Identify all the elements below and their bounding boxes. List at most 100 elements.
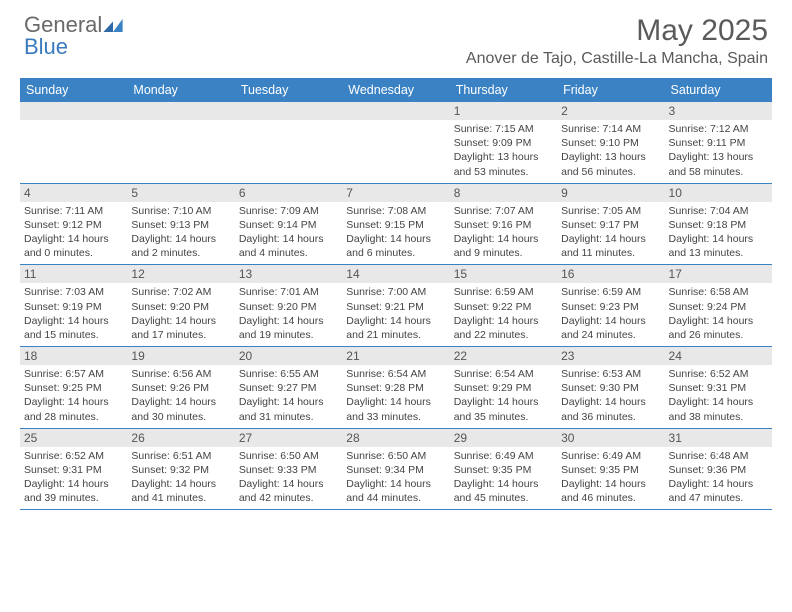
sunset-text: Sunset: 9:27 PM xyxy=(239,381,338,395)
day-number: 24 xyxy=(665,347,772,365)
location-subtitle: Anover de Tajo, Castille-La Mancha, Spai… xyxy=(466,50,768,68)
sunrise-text: Sunrise: 7:04 AM xyxy=(669,204,768,218)
daylight-text: Daylight: 14 hours and 0 minutes. xyxy=(24,232,123,260)
week-row: 1Sunrise: 7:15 AMSunset: 9:09 PMDaylight… xyxy=(20,102,772,184)
day-detail: Sunrise: 6:50 AMSunset: 9:33 PMDaylight:… xyxy=(235,447,342,510)
sunrise-text: Sunrise: 7:07 AM xyxy=(454,204,553,218)
daylight-text: Daylight: 14 hours and 26 minutes. xyxy=(669,314,768,342)
sunrise-text: Sunrise: 6:59 AM xyxy=(561,285,660,299)
daylight-text: Daylight: 14 hours and 31 minutes. xyxy=(239,395,338,423)
sunrise-text: Sunrise: 6:49 AM xyxy=(454,449,553,463)
daylight-text: Daylight: 14 hours and 4 minutes. xyxy=(239,232,338,260)
day-cell: 8Sunrise: 7:07 AMSunset: 9:16 PMDaylight… xyxy=(450,184,557,265)
daylight-text: Daylight: 14 hours and 39 minutes. xyxy=(24,477,123,505)
daylight-text: Daylight: 14 hours and 45 minutes. xyxy=(454,477,553,505)
day-number: 3 xyxy=(665,102,772,120)
day-number: 4 xyxy=(20,184,127,202)
sunrise-text: Sunrise: 6:52 AM xyxy=(669,367,768,381)
day-detail: Sunrise: 7:08 AMSunset: 9:15 PMDaylight:… xyxy=(342,202,449,265)
logo: GeneralBlue xyxy=(24,14,123,58)
weekday-header: Wednesday xyxy=(342,78,449,102)
sunset-text: Sunset: 9:33 PM xyxy=(239,463,338,477)
day-cell xyxy=(20,102,127,183)
day-detail: Sunrise: 7:12 AMSunset: 9:11 PMDaylight:… xyxy=(665,120,772,183)
day-detail: Sunrise: 6:48 AMSunset: 9:36 PMDaylight:… xyxy=(665,447,772,510)
sunrise-text: Sunrise: 6:53 AM xyxy=(561,367,660,381)
day-number: 2 xyxy=(557,102,664,120)
sunrise-text: Sunrise: 7:00 AM xyxy=(346,285,445,299)
header: GeneralBlue May 2025 Anover de Tajo, Cas… xyxy=(0,0,792,72)
day-detail: Sunrise: 7:14 AMSunset: 9:10 PMDaylight:… xyxy=(557,120,664,183)
sunrise-text: Sunrise: 6:59 AM xyxy=(454,285,553,299)
day-detail: Sunrise: 7:15 AMSunset: 9:09 PMDaylight:… xyxy=(450,120,557,183)
sunrise-text: Sunrise: 6:56 AM xyxy=(131,367,230,381)
sunrise-text: Sunrise: 6:54 AM xyxy=(346,367,445,381)
day-number: 8 xyxy=(450,184,557,202)
day-number: 11 xyxy=(20,265,127,283)
day-cell: 6Sunrise: 7:09 AMSunset: 9:14 PMDaylight… xyxy=(235,184,342,265)
sunrise-text: Sunrise: 7:10 AM xyxy=(131,204,230,218)
sunset-text: Sunset: 9:36 PM xyxy=(669,463,768,477)
day-number: 30 xyxy=(557,429,664,447)
day-number: 21 xyxy=(342,347,449,365)
day-number: 15 xyxy=(450,265,557,283)
day-cell: 29Sunrise: 6:49 AMSunset: 9:35 PMDayligh… xyxy=(450,429,557,510)
day-cell: 30Sunrise: 6:49 AMSunset: 9:35 PMDayligh… xyxy=(557,429,664,510)
sunrise-text: Sunrise: 7:02 AM xyxy=(131,285,230,299)
calendar: SundayMondayTuesdayWednesdayThursdayFrid… xyxy=(0,72,792,510)
day-cell: 7Sunrise: 7:08 AMSunset: 9:15 PMDaylight… xyxy=(342,184,449,265)
month-title: May 2025 xyxy=(466,14,768,48)
day-detail: Sunrise: 7:07 AMSunset: 9:16 PMDaylight:… xyxy=(450,202,557,265)
weekday-header: Thursday xyxy=(450,78,557,102)
sunset-text: Sunset: 9:17 PM xyxy=(561,218,660,232)
daylight-text: Daylight: 14 hours and 2 minutes. xyxy=(131,232,230,260)
daylight-text: Daylight: 14 hours and 33 minutes. xyxy=(346,395,445,423)
day-cell: 26Sunrise: 6:51 AMSunset: 9:32 PMDayligh… xyxy=(127,429,234,510)
day-cell: 16Sunrise: 6:59 AMSunset: 9:23 PMDayligh… xyxy=(557,265,664,346)
daylight-text: Daylight: 14 hours and 30 minutes. xyxy=(131,395,230,423)
sunset-text: Sunset: 9:20 PM xyxy=(239,300,338,314)
sunrise-text: Sunrise: 6:49 AM xyxy=(561,449,660,463)
sunrise-text: Sunrise: 6:50 AM xyxy=(346,449,445,463)
day-detail: Sunrise: 6:51 AMSunset: 9:32 PMDaylight:… xyxy=(127,447,234,510)
weekday-header: Sunday xyxy=(20,78,127,102)
sunset-text: Sunset: 9:13 PM xyxy=(131,218,230,232)
sunrise-text: Sunrise: 7:03 AM xyxy=(24,285,123,299)
sunrise-text: Sunrise: 7:01 AM xyxy=(239,285,338,299)
day-number xyxy=(20,102,127,120)
daylight-text: Daylight: 14 hours and 13 minutes. xyxy=(669,232,768,260)
sunset-text: Sunset: 9:20 PM xyxy=(131,300,230,314)
logo-mark-icon xyxy=(103,14,123,36)
day-cell xyxy=(235,102,342,183)
sunset-text: Sunset: 9:11 PM xyxy=(669,136,768,150)
sunset-text: Sunset: 9:23 PM xyxy=(561,300,660,314)
sunrise-text: Sunrise: 7:05 AM xyxy=(561,204,660,218)
day-detail: Sunrise: 7:09 AMSunset: 9:14 PMDaylight:… xyxy=(235,202,342,265)
day-number: 1 xyxy=(450,102,557,120)
day-detail: Sunrise: 6:59 AMSunset: 9:22 PMDaylight:… xyxy=(450,283,557,346)
sunrise-text: Sunrise: 7:15 AM xyxy=(454,122,553,136)
weekday-header-row: SundayMondayTuesdayWednesdayThursdayFrid… xyxy=(20,78,772,102)
day-number: 6 xyxy=(235,184,342,202)
week-row: 18Sunrise: 6:57 AMSunset: 9:25 PMDayligh… xyxy=(20,347,772,429)
day-cell xyxy=(342,102,449,183)
sunrise-text: Sunrise: 7:12 AM xyxy=(669,122,768,136)
sunset-text: Sunset: 9:21 PM xyxy=(346,300,445,314)
day-cell xyxy=(127,102,234,183)
daylight-text: Daylight: 14 hours and 24 minutes. xyxy=(561,314,660,342)
day-cell: 31Sunrise: 6:48 AMSunset: 9:36 PMDayligh… xyxy=(665,429,772,510)
day-detail: Sunrise: 6:49 AMSunset: 9:35 PMDaylight:… xyxy=(557,447,664,510)
day-number xyxy=(235,102,342,120)
day-cell: 15Sunrise: 6:59 AMSunset: 9:22 PMDayligh… xyxy=(450,265,557,346)
weekday-header: Monday xyxy=(127,78,234,102)
day-cell: 20Sunrise: 6:55 AMSunset: 9:27 PMDayligh… xyxy=(235,347,342,428)
daylight-text: Daylight: 14 hours and 47 minutes. xyxy=(669,477,768,505)
day-cell: 14Sunrise: 7:00 AMSunset: 9:21 PMDayligh… xyxy=(342,265,449,346)
sunset-text: Sunset: 9:10 PM xyxy=(561,136,660,150)
weekday-header: Saturday xyxy=(665,78,772,102)
day-detail: Sunrise: 7:04 AMSunset: 9:18 PMDaylight:… xyxy=(665,202,772,265)
day-cell: 12Sunrise: 7:02 AMSunset: 9:20 PMDayligh… xyxy=(127,265,234,346)
title-block: May 2025 Anover de Tajo, Castille-La Man… xyxy=(466,14,768,68)
sunset-text: Sunset: 9:26 PM xyxy=(131,381,230,395)
day-detail: Sunrise: 6:54 AMSunset: 9:29 PMDaylight:… xyxy=(450,365,557,428)
